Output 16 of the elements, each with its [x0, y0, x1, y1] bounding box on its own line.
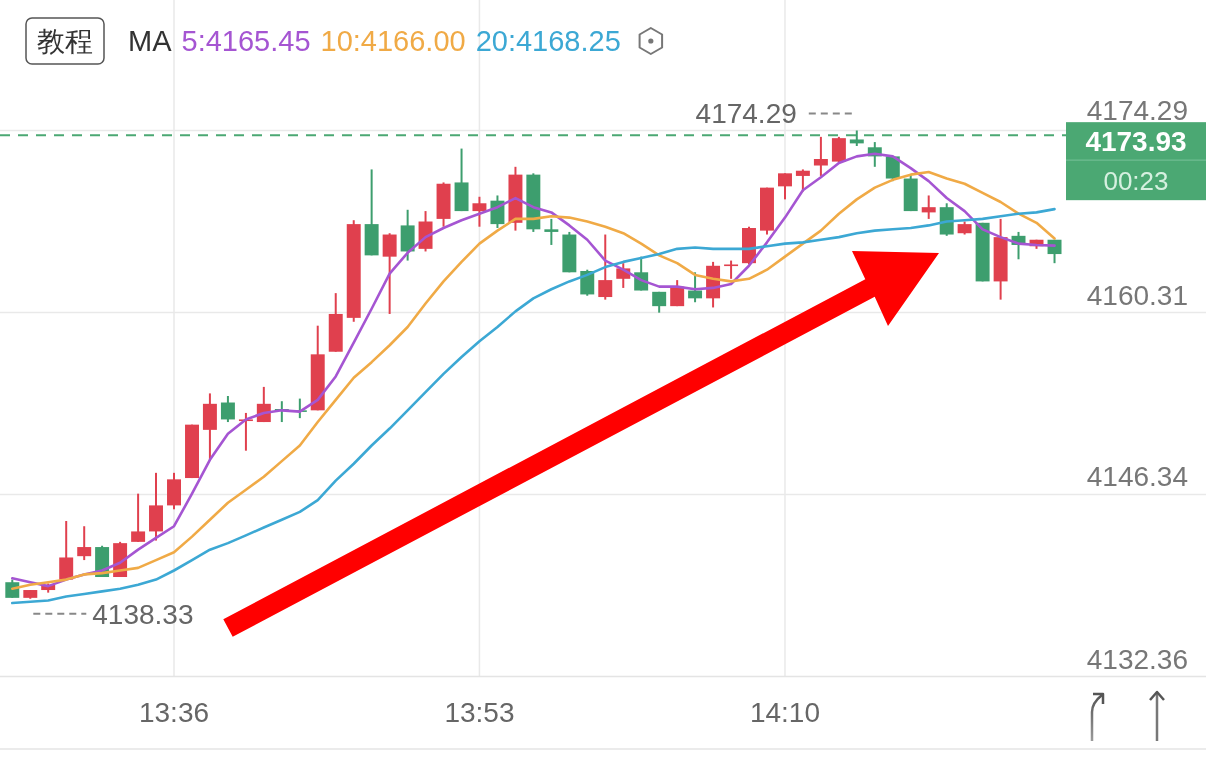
x-tick-label: 13:36 — [138, 697, 210, 728]
annotation: 教程 — [37, 26, 93, 57]
x-tick-label: 14:10 — [749, 697, 821, 728]
y-tick-label: 4146.34 — [1086, 461, 1188, 493]
legend: MA 5:4165.45 10:4166.00 20:4168.25 — [128, 25, 621, 57]
x-tick-label: 13:53 — [444, 697, 515, 728]
y-tick-label: 4174.29 — [1086, 95, 1188, 127]
annotation: 4174.29 — [695, 98, 797, 130]
y-tick-label: 4160.31 — [1086, 279, 1188, 311]
annotation-button: 教程 — [25, 17, 105, 65]
annotation: 00:23 — [1103, 166, 1169, 197]
annotation: 4138.33 — [32, 598, 194, 630]
y-tick-label: 4132.36 — [1086, 643, 1188, 675]
annotation: 4138.33 — [92, 598, 194, 630]
annotation: 4174.29 — [695, 98, 853, 130]
annotation: 4173.93 — [1085, 126, 1187, 158]
